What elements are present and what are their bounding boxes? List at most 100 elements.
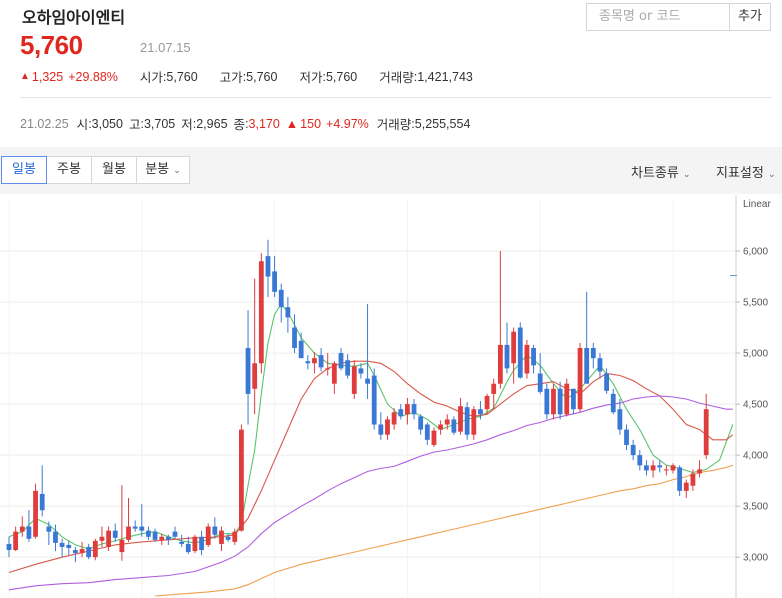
indicator-menu[interactable]: 지표설정 ⌄ [716,162,776,181]
moving-average-line [8,303,734,550]
candle-body [438,424,443,430]
tooltip-change: 150 [300,116,322,131]
candle-body [517,327,523,378]
candle-body [644,465,649,471]
candle-body [571,388,576,410]
candle-body [604,373,609,391]
candle-body [258,261,264,364]
candle-body [185,543,191,553]
candle-body [690,473,696,486]
candle-body [86,546,92,558]
candle-body [351,366,357,394]
candle-body [411,404,417,415]
moving-average-line [8,360,734,574]
current-price: 5,760 [20,30,83,60]
candle-body [683,482,689,491]
chevron-down-icon: ⌄ [767,170,776,180]
moving-average-line [8,395,733,591]
candle-body [617,409,623,430]
open-label: 시가 [139,71,163,85]
candle-body [504,344,510,369]
candle-body [484,395,490,410]
up-arrow-icon: ▲ [20,71,30,82]
candle-body [205,526,211,545]
candle-body [232,531,238,542]
candle-body [278,289,284,308]
chart-type-label: 차트종류 [631,166,679,181]
tooltip-open: 3,050 [91,116,123,131]
price-summary: ▲ 1,325 +29.88% 시가: 5,760 고가: 5,760 저가: … [20,67,473,86]
tab-weekly[interactable]: 주봉 [46,156,92,184]
candle-body [497,344,503,384]
candle-body [697,469,702,474]
candle-body [663,469,669,471]
tab-minute-label: 분봉 [145,162,170,177]
moving-average-line [155,464,733,597]
y-tick-label: 5,500 [743,298,768,309]
candle-body [305,361,311,364]
candle-body [79,549,85,554]
candle-body [524,344,530,374]
candle-body [298,340,304,359]
candle-body [610,393,616,413]
candle-body [564,383,570,415]
y-tick-label: 4,000 [743,451,768,462]
scale-label: Linear [743,199,771,210]
add-button[interactable]: 추가 [729,3,771,31]
high-value: 5,760 [246,69,278,84]
candle-body [165,536,171,540]
candle-body [146,530,151,537]
tooltip-date: 21.02.25 [20,116,69,131]
chevron-down-icon: ⌄ [173,166,181,176]
low-label: 저가 [299,71,323,85]
candle-body [537,373,543,392]
tooltip-high: 3,705 [143,116,176,131]
candle-body [391,412,397,425]
candle-body [471,409,477,435]
chart-type-menu[interactable]: 차트종류 ⌄ [631,162,691,181]
candle-body [491,383,497,394]
candle-body [405,404,410,415]
tooltip-low-label: 저 [181,118,193,132]
tab-daily[interactable]: 일봉 [1,156,47,184]
candle-body [292,327,297,348]
candle-body [464,407,470,435]
candlestick-chart[interactable]: Linear 6,000 5,500 5,000 4,500 4,000 3,500 3,00… [0,195,782,598]
candle-body [358,368,364,374]
candle-body [630,444,636,456]
divider [20,97,772,98]
search-input[interactable]: 종목명 or 코드 [586,3,730,31]
tooltip-open-label: 시 [76,118,89,132]
tab-monthly[interactable]: 월봉 [91,156,137,184]
candle-body [272,271,277,292]
candle-body [199,536,204,551]
y-tick-label: 4,500 [743,400,768,411]
candle-body [212,526,218,535]
candle-body [285,307,291,318]
candle-body [252,363,258,389]
candle-body [192,536,198,552]
tooltip-close: 3,170 [248,116,280,131]
candle-body [424,424,430,440]
candle-body [637,455,643,466]
candle-body [225,536,231,540]
candle-body [92,540,98,558]
candle-body [119,539,125,553]
tab-minute[interactable]: 분봉 ⌄ [136,156,190,184]
tooltip-high-label: 고 [128,118,141,132]
candle-body [670,465,676,471]
candle-body [624,429,629,445]
candle-body [458,406,463,432]
candle-body [544,388,550,415]
candle-body [325,368,331,370]
candle-body [59,542,65,547]
candle-body [33,490,38,537]
candle-body [597,358,603,372]
candle-body [172,531,178,537]
candle-body [577,347,583,410]
candle-body [338,353,344,369]
candle-body [703,409,709,456]
candle-body [219,530,224,544]
candle-body [511,331,517,364]
candle-body [312,358,317,364]
